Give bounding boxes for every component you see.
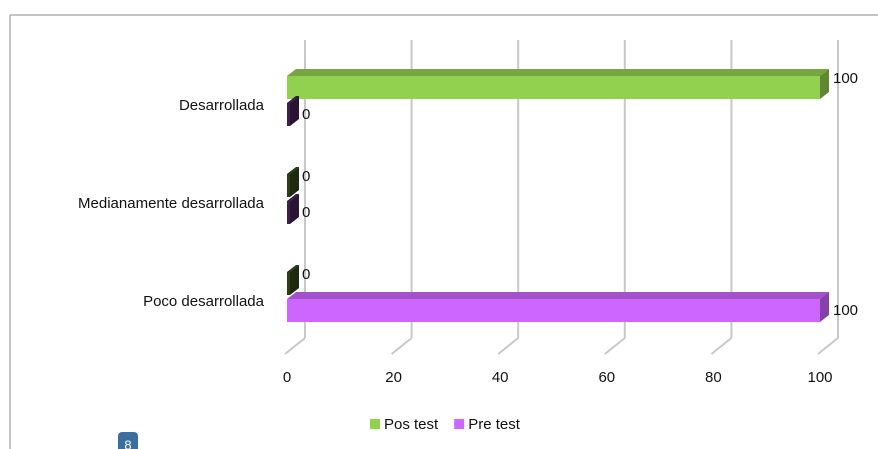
floor-line [604, 337, 626, 355]
value-label: 100 [833, 70, 858, 87]
bar [287, 292, 829, 322]
floor-line [390, 337, 413, 355]
bar-top [287, 69, 829, 76]
bar-side [290, 96, 299, 126]
page-number: 8 [124, 437, 131, 449]
bar-top [287, 265, 299, 272]
bar-side [820, 69, 829, 99]
value-label: 0 [302, 168, 310, 185]
bar-front [287, 272, 290, 295]
bar-top [287, 194, 299, 201]
y-tick-label: Medianamente desarrollada [78, 195, 265, 212]
legend-swatch [370, 419, 380, 429]
legend-label: Pos test [384, 416, 439, 433]
bar-side [290, 194, 299, 224]
x-tick-label: 0 [283, 369, 291, 386]
y-tick-label: Desarrollada [179, 97, 265, 114]
bar [287, 96, 299, 126]
bar-front [287, 103, 290, 126]
value-label: 0 [302, 204, 310, 221]
bar [287, 194, 299, 224]
x-tick-label: 40 [492, 369, 509, 386]
bar-top [287, 96, 299, 103]
legend-swatch [454, 419, 465, 429]
y-tick-label: Poco desarrollada [143, 293, 265, 310]
x-tick-label: 60 [598, 369, 615, 386]
value-label: 0 [302, 106, 310, 123]
bar-side [290, 265, 299, 295]
x-tick-label: 80 [705, 369, 722, 386]
value-label: 100 [833, 302, 858, 319]
bar [287, 69, 829, 99]
floor-line [710, 337, 733, 355]
bar-top [287, 292, 829, 299]
floor-line [497, 337, 519, 355]
bar-front [287, 76, 820, 99]
bar-side [290, 167, 299, 197]
x-tick-label: 100 [807, 369, 832, 386]
bar-top [287, 167, 299, 174]
legend-label: Pre test [468, 416, 521, 433]
x-tick-label: 20 [385, 369, 402, 386]
bar-front [287, 201, 290, 224]
bar [287, 167, 299, 197]
bar-front [287, 299, 820, 322]
bar-side [820, 292, 829, 322]
page-badge [118, 432, 138, 449]
bar-front [287, 174, 290, 197]
floor-line [817, 337, 839, 355]
value-label: 0 [302, 266, 310, 283]
floor-line [284, 337, 306, 355]
bar [287, 265, 299, 295]
